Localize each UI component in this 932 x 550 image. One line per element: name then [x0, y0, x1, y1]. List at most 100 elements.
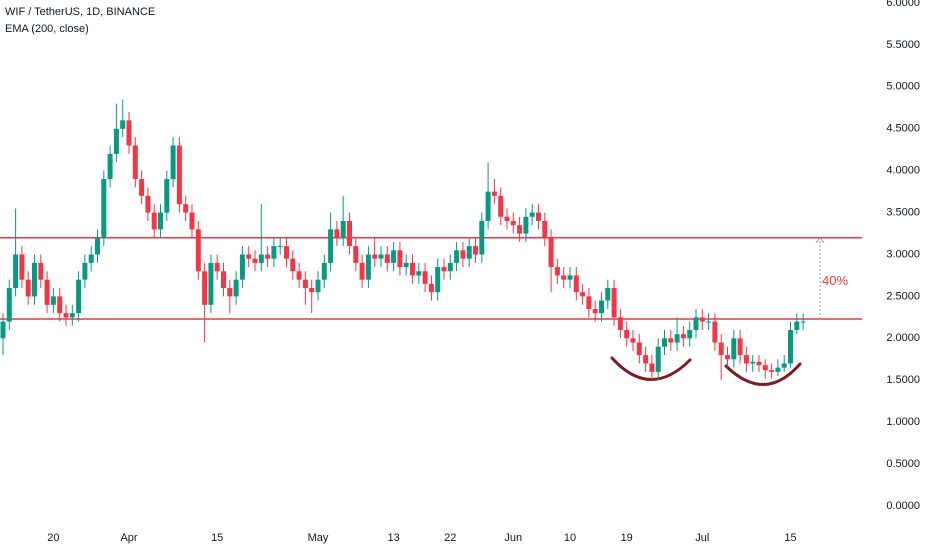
candle-body	[561, 275, 567, 280]
candle-body	[649, 363, 655, 372]
candle-body	[82, 262, 88, 280]
candle-body	[617, 317, 623, 330]
candle-body	[592, 308, 598, 314]
y-tick-label: 1.0000	[886, 416, 920, 428]
candle-body	[340, 220, 346, 238]
candle-body	[95, 237, 100, 255]
y-tick-label: 5.0000	[886, 81, 920, 93]
candle-body	[731, 338, 737, 360]
x-tick-label: 15	[211, 532, 223, 544]
candle-body	[233, 279, 239, 297]
candle-body	[44, 279, 50, 305]
candle-body	[655, 346, 661, 372]
candle-body	[277, 246, 283, 248]
candle-body	[252, 258, 258, 263]
candle-body	[107, 153, 113, 180]
candle-body	[139, 179, 145, 196]
candle-body	[800, 321, 806, 323]
candle-body	[359, 262, 365, 280]
candle-body	[573, 275, 579, 293]
candle-body	[227, 288, 233, 297]
candle-body	[693, 317, 699, 330]
candle-body	[208, 262, 214, 305]
x-tick-label: Apr	[120, 532, 137, 544]
candle-body	[410, 262, 415, 276]
candle-body	[674, 334, 680, 343]
pattern-arc	[724, 362, 802, 386]
candle-body	[611, 288, 617, 318]
candle-body	[554, 267, 560, 276]
candle-body	[712, 321, 718, 343]
candle-body	[265, 254, 271, 259]
candle-body	[699, 317, 705, 322]
candle-body	[775, 367, 781, 372]
candle-body	[290, 258, 296, 272]
candle-body	[309, 288, 315, 293]
candle-body	[378, 254, 384, 259]
candle-body	[315, 279, 321, 293]
candle-body	[189, 212, 195, 230]
candle-body	[132, 145, 138, 180]
candle-body	[756, 361, 762, 366]
candle-body	[76, 279, 82, 314]
candle-body	[536, 212, 541, 221]
candle-body	[662, 338, 667, 347]
candle-body	[416, 271, 422, 276]
candle-body	[6, 288, 12, 322]
x-tick-label: 22	[444, 532, 456, 544]
x-tick-label: 19	[621, 532, 633, 544]
candle-body	[680, 334, 686, 339]
candle-body	[13, 254, 19, 289]
candle-body	[769, 370, 775, 372]
candle-body	[743, 355, 749, 364]
candle-body	[38, 262, 44, 280]
candle-body	[403, 262, 409, 268]
candle-body	[25, 279, 31, 297]
measure-arrowhead	[815, 236, 825, 244]
candle-body	[158, 212, 163, 230]
candle-body	[164, 179, 170, 213]
candle-body	[0, 321, 6, 339]
candle-body	[195, 229, 201, 272]
x-tick-label: May	[308, 532, 329, 544]
candle-body	[643, 355, 649, 364]
candle-body	[302, 279, 308, 289]
candle-body	[50, 296, 56, 305]
candle-body	[384, 254, 390, 263]
candle-body	[504, 216, 510, 221]
candle-body	[365, 254, 371, 280]
y-tick-label: 1.5000	[886, 374, 920, 386]
y-tick-label: 2.0000	[886, 332, 920, 344]
candle-body	[529, 212, 535, 217]
y-tick-label: 5.5000	[886, 39, 920, 51]
candle-body	[334, 229, 340, 238]
candle-body	[762, 365, 768, 371]
x-tick-label: Jul	[695, 532, 709, 544]
pattern-arc	[610, 356, 692, 381]
candle-body	[120, 120, 126, 129]
candle-body	[599, 300, 604, 314]
chart-title: WIF / TetherUS, 1D, BINANCE	[5, 6, 155, 18]
candle-body	[113, 128, 119, 154]
candle-body	[788, 329, 793, 364]
candle-body	[473, 246, 478, 255]
candle-body	[491, 191, 497, 196]
candle-body	[605, 288, 611, 301]
y-tick-label: 4.5000	[886, 123, 920, 135]
x-tick-label: 15	[784, 532, 796, 544]
candle-body	[145, 195, 151, 213]
candle-body	[176, 145, 182, 205]
candle-body	[69, 313, 75, 318]
candle-body	[580, 292, 586, 297]
candle-body	[239, 254, 245, 280]
candle-body	[170, 145, 176, 180]
y-tick-label: 6.0000	[886, 0, 920, 9]
candle-body	[517, 225, 523, 234]
candle-body	[321, 262, 327, 280]
candle-body	[347, 220, 352, 247]
x-tick-label: 20	[47, 532, 59, 544]
candle-body	[781, 363, 787, 368]
candle-body	[221, 271, 226, 289]
candle-body	[151, 212, 157, 230]
